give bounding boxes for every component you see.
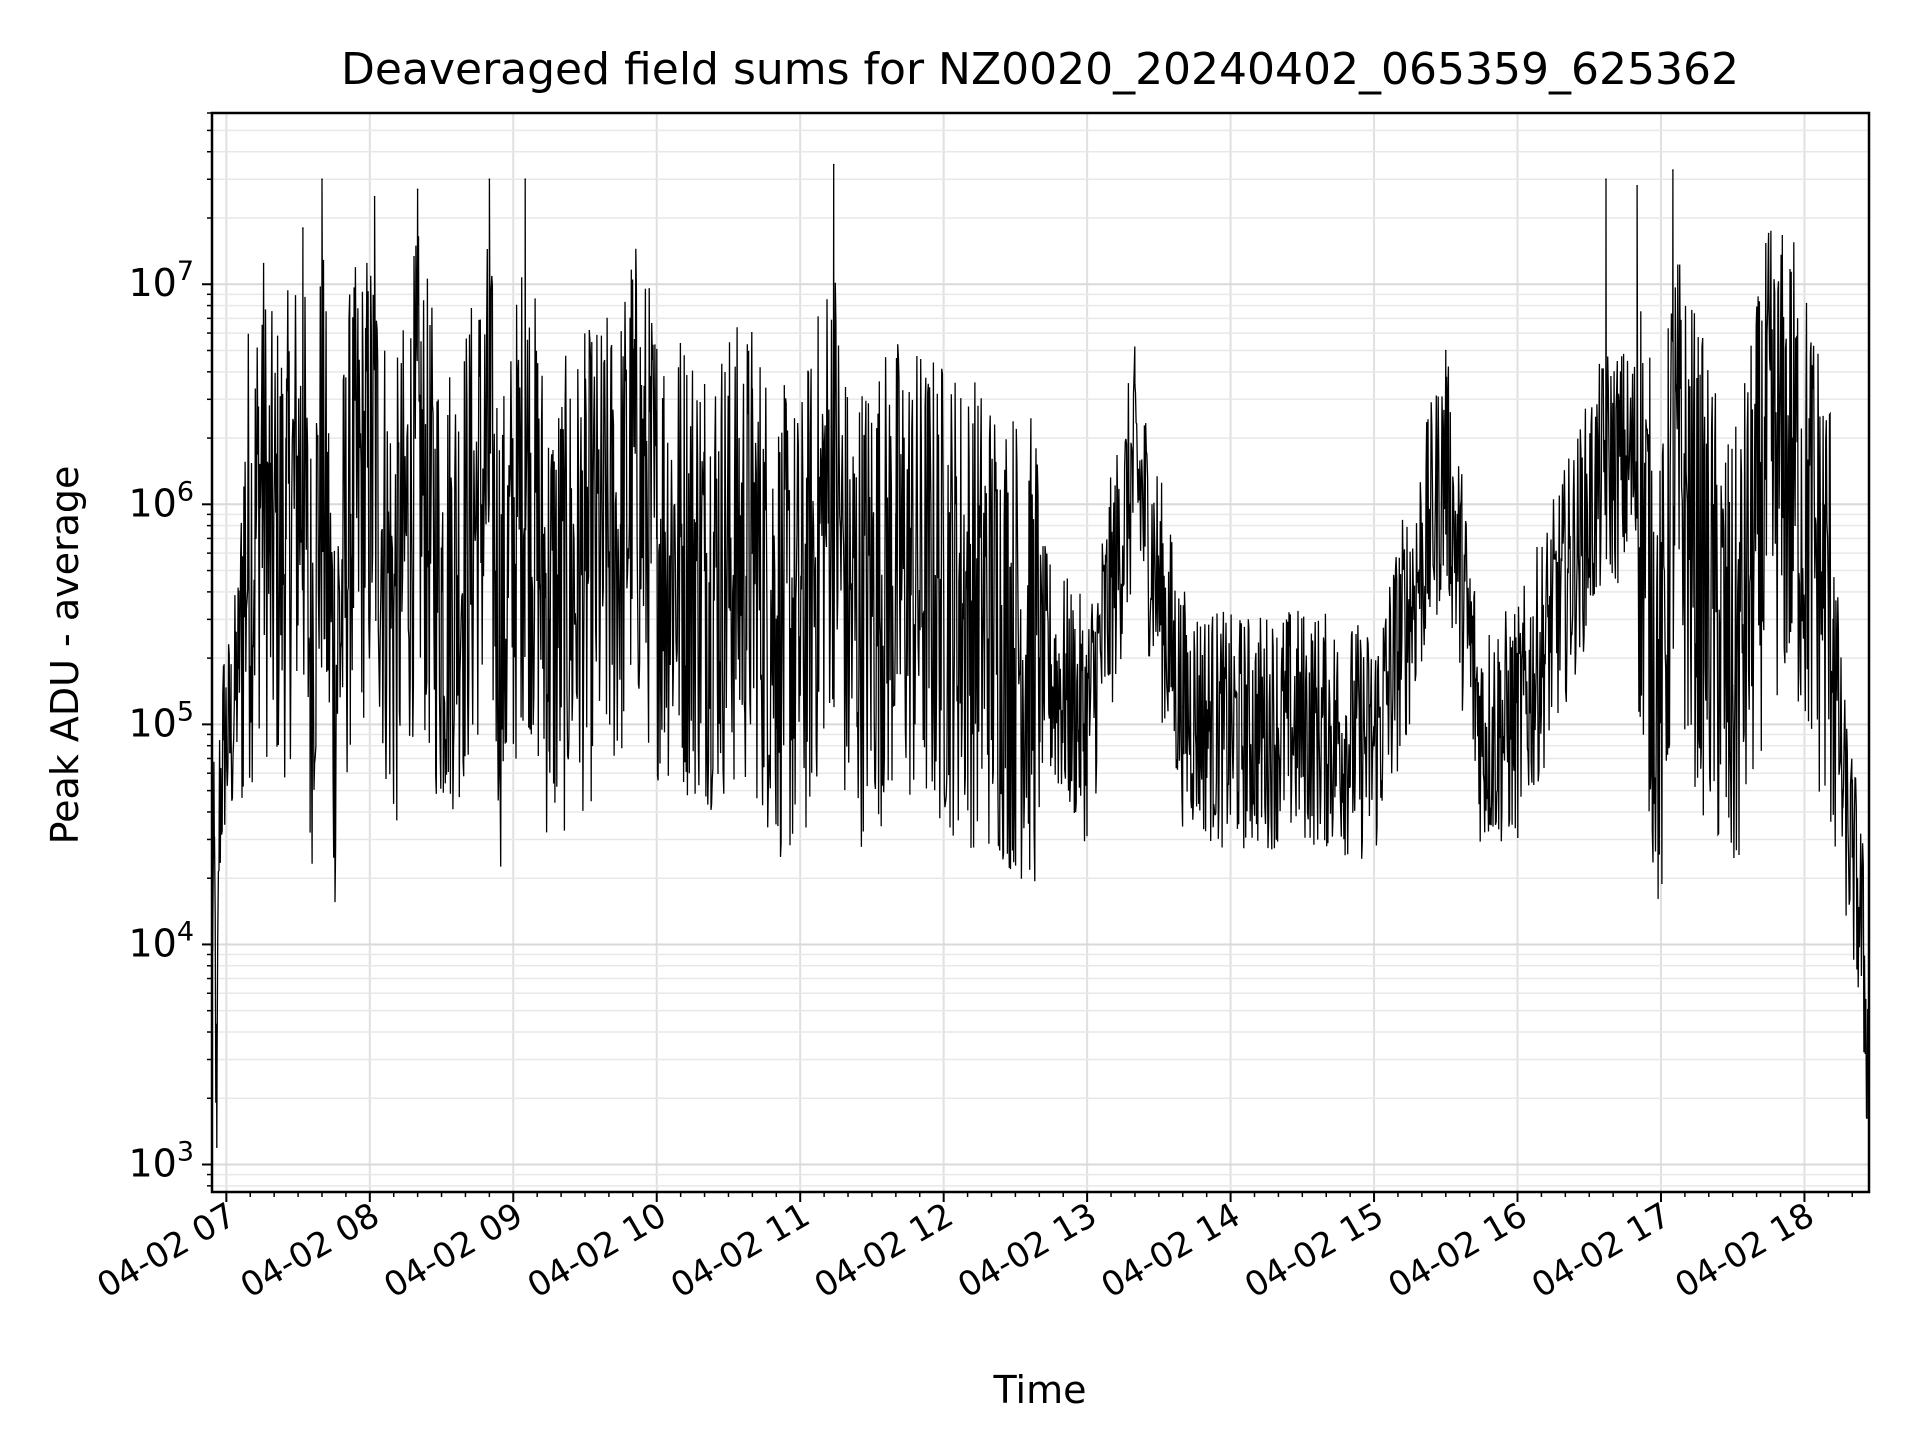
data-point — [799, 636, 801, 638]
chart-title: Deaveraged field sums for NZ0020_2024040… — [341, 44, 1739, 95]
data-point — [302, 227, 304, 229]
x-tick-label: 04-02 09 — [377, 1195, 529, 1306]
data-point — [620, 537, 622, 540]
data-point — [488, 178, 491, 180]
data-point — [373, 195, 376, 198]
x-tick-label: 04-02 10 — [521, 1195, 673, 1306]
x-tick-label: 04-02 16 — [1382, 1195, 1534, 1306]
data-point — [548, 618, 550, 621]
data-point — [1815, 552, 1818, 554]
data-point — [392, 618, 395, 621]
data-point — [895, 569, 897, 572]
data-point — [942, 591, 945, 593]
data-point — [223, 739, 225, 741]
data-point — [285, 537, 287, 540]
x-tick-label: 04-02 11 — [664, 1195, 816, 1306]
data-point — [213, 856, 216, 858]
data-point — [1731, 684, 1734, 687]
data-point — [218, 811, 220, 813]
data-point — [703, 569, 706, 572]
y-axis-label: Peak ADU - average — [43, 466, 87, 845]
data-point — [1445, 349, 1447, 352]
data-point — [1660, 706, 1662, 708]
data-point — [464, 552, 467, 554]
x-tick-label: 04-02 17 — [1525, 1195, 1677, 1306]
data-point — [440, 591, 443, 593]
data-point — [1301, 723, 1304, 726]
series-layer — [211, 163, 1870, 1148]
data-point — [1229, 733, 1232, 736]
data-point — [1832, 618, 1834, 621]
data-point — [990, 618, 993, 621]
data-point — [655, 537, 658, 540]
x-tick-label: 04-02 08 — [234, 1195, 386, 1306]
x-tick-label: 04-02 13 — [951, 1195, 1103, 1306]
data-point — [524, 178, 526, 180]
data-point — [333, 684, 335, 687]
data-point — [847, 618, 849, 621]
data-point — [230, 733, 232, 736]
data-point — [1182, 706, 1184, 708]
data-point — [1086, 723, 1088, 726]
x-tick-label: 04-02 14 — [1095, 1195, 1247, 1306]
data-point — [1851, 856, 1854, 858]
data-point — [751, 552, 754, 554]
x-tick-label: 04-02 07 — [90, 1195, 242, 1306]
data-point — [832, 163, 835, 166]
data-point — [309, 657, 311, 659]
data-point — [1134, 383, 1136, 386]
x-axis-label: Time — [993, 1368, 1087, 1412]
x-tick-label: 04-02 18 — [1669, 1195, 1821, 1306]
data-point — [268, 552, 271, 554]
data-point — [1791, 464, 1794, 467]
data-point — [1767, 232, 1770, 235]
data-point — [632, 349, 634, 352]
data-point — [775, 618, 778, 621]
y-tick-label: 106 — [128, 476, 194, 525]
x-tick-label: 04-02 15 — [1238, 1195, 1390, 1306]
data-point — [237, 667, 240, 669]
data-point — [1480, 733, 1483, 736]
y-tick-label: 104 — [128, 916, 194, 965]
data-point — [261, 324, 264, 327]
data-point — [349, 513, 352, 516]
data-point — [584, 569, 586, 572]
data-point — [254, 537, 256, 540]
data-point — [1373, 744, 1375, 747]
data-point — [1038, 657, 1041, 659]
data-point — [321, 178, 323, 180]
data-point — [244, 552, 247, 554]
data-point — [1636, 185, 1638, 187]
data-point — [1672, 169, 1674, 171]
data-point — [500, 636, 503, 638]
data-point — [1516, 723, 1519, 726]
data-point — [1605, 178, 1607, 180]
series-line — [211, 164, 1870, 1148]
data-point — [416, 188, 419, 191]
y-tick-label: 105 — [128, 696, 194, 745]
y-tick-label: 103 — [128, 1137, 194, 1186]
y-tick-label: 107 — [128, 256, 194, 305]
data-point — [216, 1146, 218, 1148]
x-tick-label: 04-02 12 — [808, 1195, 960, 1306]
plot-frame — [210, 111, 1871, 1194]
data-point — [1841, 789, 1844, 792]
data-point — [1861, 926, 1863, 928]
